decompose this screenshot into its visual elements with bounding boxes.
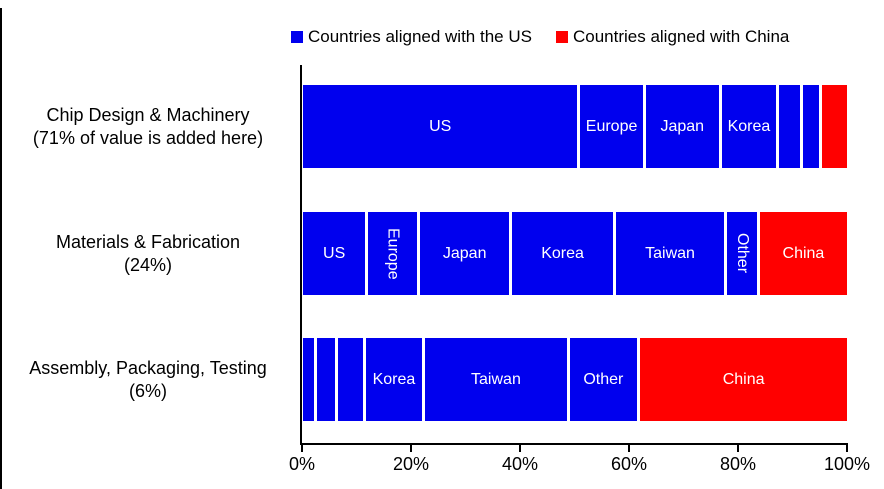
bar-segment-korea: Korea xyxy=(365,338,426,421)
segment-label: Europe xyxy=(585,117,638,135)
category-label: Assembly, Packaging, Testing (6%) xyxy=(0,357,296,403)
bar-segment-us xyxy=(303,338,317,421)
x-axis-tick xyxy=(846,445,848,452)
bar-segment-korea: Korea xyxy=(512,212,616,295)
bar-segment-europe: Europe xyxy=(368,212,420,295)
bar-segment-europe xyxy=(316,338,339,421)
bar-segment-korea: Korea xyxy=(721,85,779,168)
segment-label: Taiwan xyxy=(645,244,695,262)
segment-label: Korea xyxy=(727,117,771,135)
china-legend-swatch-icon xyxy=(555,31,568,43)
segment-label: US xyxy=(429,117,452,135)
x-axis-tick xyxy=(628,445,630,452)
x-axis-line xyxy=(300,443,848,445)
bar-segment-japan: Japan xyxy=(419,212,513,295)
segment-label: Japan xyxy=(442,244,487,262)
segment-label: US xyxy=(323,244,346,262)
x-axis-tick-label: 40% xyxy=(501,454,539,474)
y-axis-line xyxy=(300,65,302,445)
x-axis-tick-label: 60% xyxy=(610,454,648,474)
segment-label: Other xyxy=(734,233,752,274)
category-name: Assembly, Packaging, Testing xyxy=(29,357,267,378)
segment-label: Korea xyxy=(372,370,416,388)
bar-segment-other: Other xyxy=(727,212,760,295)
x-axis-tick xyxy=(737,445,739,452)
legend-item-china: Countries aligned with China xyxy=(555,27,790,47)
bar-segment-china xyxy=(822,85,847,168)
bar-segment-japan: Japan xyxy=(645,85,722,168)
x-axis-tick-label: 100% xyxy=(823,454,871,474)
segment-label: Other xyxy=(583,370,624,388)
stacked-bar: US Europe Japan Korea xyxy=(303,85,847,168)
bar-segment-china: China xyxy=(640,338,847,421)
x-axis-tick-label: 0% xyxy=(288,454,315,474)
stacked-bar: Korea Taiwan Other China xyxy=(303,338,847,421)
x-axis-tick xyxy=(301,445,303,452)
category-label: Chip Design & Machinery (71% of value is … xyxy=(0,104,296,150)
bar-segment-other xyxy=(803,85,823,168)
bar-segment-europe: Europe xyxy=(580,85,646,168)
segment-label: Japan xyxy=(660,117,705,135)
segment-label: Korea xyxy=(541,244,584,262)
bar-segment-taiwan xyxy=(778,85,804,168)
bar-segment-other: Other xyxy=(569,338,641,421)
legend-label-china: Countries aligned with China xyxy=(572,27,790,46)
bar-segment-taiwan: Taiwan xyxy=(615,212,728,295)
category-name: Chip Design & Machinery xyxy=(46,104,250,125)
x-axis-tick-label: 80% xyxy=(719,454,757,474)
bar-segment-us: US xyxy=(303,212,369,295)
legend-label-us: Countries aligned with the US xyxy=(308,27,532,46)
category-note: (71% of value is added here) xyxy=(32,127,264,148)
x-axis-tick xyxy=(519,445,521,452)
bar-segment-china: China xyxy=(759,212,847,295)
segment-label: China xyxy=(782,244,825,262)
segment-label: China xyxy=(722,370,765,388)
stacked-bar: US Europe Japan Korea Taiwan Other China xyxy=(303,212,847,295)
segment-label: Taiwan xyxy=(471,370,521,388)
category-label: Materials & Fabrication (24%) xyxy=(0,231,296,277)
bar-segment-japan xyxy=(338,338,366,421)
category-note: (24%) xyxy=(123,254,172,275)
us-legend-swatch-icon xyxy=(291,31,303,43)
chart-frame-left-border xyxy=(0,8,2,489)
bar-segment-us: US xyxy=(303,85,581,168)
bar-segment-taiwan: Taiwan xyxy=(425,338,570,421)
legend-item-us: Countries aligned with the US xyxy=(291,27,532,47)
segment-label: Europe xyxy=(384,227,402,280)
x-axis-tick-label: 20% xyxy=(392,454,430,474)
category-note: (6%) xyxy=(128,380,167,401)
x-axis-tick xyxy=(410,445,412,452)
category-name: Materials & Fabrication xyxy=(55,231,241,252)
legend: Countries aligned with the US Countries … xyxy=(291,27,789,47)
